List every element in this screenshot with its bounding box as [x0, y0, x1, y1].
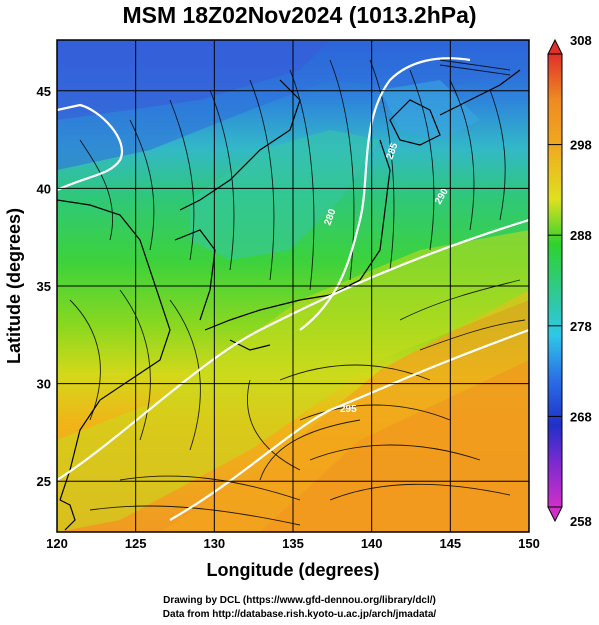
colorbar: 308 298 288 278 268 258 [547, 33, 592, 529]
y-tick-label: 25 [37, 474, 51, 489]
x-tick-label: 145 [439, 536, 461, 551]
colorbar-tick-label: 298 [570, 138, 592, 153]
x-axis-ticks: 120 125 130 135 140 145 150 [46, 536, 540, 551]
x-tick-label: 120 [46, 536, 68, 551]
x-axis-label: Longitude (degrees) [206, 560, 379, 580]
colorbar-tick-label: 288 [570, 228, 592, 243]
y-tick-label: 45 [37, 84, 51, 99]
y-tick-label: 40 [37, 181, 51, 196]
wind-streamlines [69, 59, 526, 526]
plot-frame [56, 39, 530, 533]
y-axis-label: Latitude (degrees) [4, 208, 24, 364]
colorbar-tick-label: 268 [570, 409, 592, 424]
colorbar-tick-label: 308 [570, 33, 592, 48]
colorbar-tick-label: 258 [570, 514, 592, 529]
colorbar-max-arrow [547, 38, 563, 55]
colorbar-ticks: 308 298 288 278 268 258 [548, 33, 592, 529]
credit-line-1: Drawing by DCL (https://www.gfd-dennou.o… [163, 595, 436, 606]
credit-line-2: Data from http://database.rish.kyoto-u.a… [162, 609, 437, 620]
isotherm-label: 295 [340, 404, 357, 415]
grid-lines [57, 40, 529, 532]
x-tick-label: 140 [361, 536, 383, 551]
x-tick-label: 130 [203, 536, 225, 551]
credits: Drawing by DCL (https://www.gfd-dennou.o… [0, 594, 599, 622]
x-tick-label: 150 [518, 536, 540, 551]
y-tick-label: 30 [37, 377, 51, 392]
y-tick-label: 35 [37, 279, 51, 294]
x-tick-label: 135 [282, 536, 304, 551]
colorbar-min-arrow [547, 506, 563, 523]
y-axis-ticks: 25 30 35 40 45 [37, 84, 51, 489]
page-title: MSM 18Z02Nov2024 (1013.2hPa) [122, 2, 477, 28]
colorbar-scale [547, 53, 563, 508]
x-tick-label: 125 [125, 536, 147, 551]
colorbar-tick-label: 278 [570, 319, 592, 334]
